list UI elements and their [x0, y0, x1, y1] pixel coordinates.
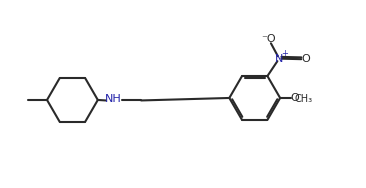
Text: NH: NH	[105, 94, 122, 105]
Text: O: O	[302, 54, 310, 64]
Text: N: N	[275, 54, 283, 64]
Text: O: O	[290, 93, 299, 103]
Text: +: +	[281, 49, 288, 58]
Text: ⁻O: ⁻O	[262, 34, 276, 44]
Text: CH₃: CH₃	[294, 94, 313, 105]
